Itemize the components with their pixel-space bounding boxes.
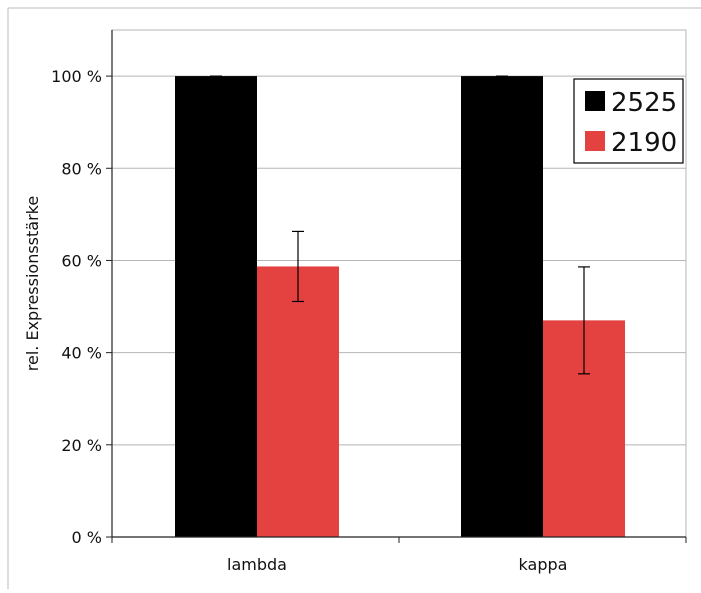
legend-label: 2190 bbox=[611, 128, 677, 158]
bar bbox=[461, 76, 543, 537]
bars bbox=[175, 75, 625, 537]
y-tick-label: 60 % bbox=[61, 251, 102, 270]
y-tick-label: 80 % bbox=[61, 159, 102, 178]
legend-swatch bbox=[585, 131, 605, 151]
y-axis-label: rel. Expressionsstärke bbox=[23, 196, 42, 371]
bar bbox=[175, 76, 257, 537]
y-tick-label: 0 % bbox=[72, 528, 102, 547]
bar bbox=[257, 266, 339, 537]
x-tick-label: lambda bbox=[227, 555, 287, 574]
axes bbox=[106, 30, 687, 543]
tick-labels: 0 % 20 % 40 % 60 % 80 % 100 % lambda kappa bbox=[51, 67, 567, 574]
y-tick-label: 100 % bbox=[51, 67, 102, 86]
y-tick-label: 20 % bbox=[61, 436, 102, 455]
x-tick-label: kappa bbox=[519, 555, 568, 574]
y-tick-label: 40 % bbox=[61, 344, 102, 363]
legend-swatch bbox=[585, 91, 605, 111]
legend: 2525 2190 bbox=[573, 78, 684, 164]
legend-label: 2525 bbox=[611, 88, 677, 118]
